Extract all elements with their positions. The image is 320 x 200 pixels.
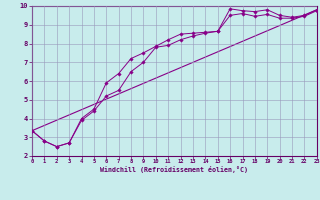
X-axis label: Windchill (Refroidissement éolien,°C): Windchill (Refroidissement éolien,°C) — [100, 166, 248, 173]
